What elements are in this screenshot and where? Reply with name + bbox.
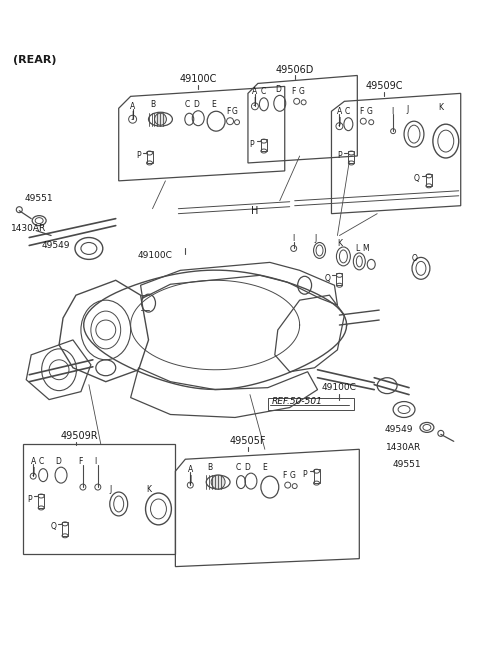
- Text: E: E: [263, 462, 267, 472]
- Text: P: P: [136, 151, 141, 160]
- Text: H: H: [251, 206, 259, 215]
- Text: Q: Q: [414, 174, 420, 183]
- Text: O: O: [412, 254, 418, 263]
- Bar: [146, 151, 153, 163]
- Bar: [62, 522, 68, 536]
- Text: J: J: [132, 111, 134, 120]
- Text: L: L: [355, 244, 360, 253]
- Text: A: A: [252, 87, 258, 96]
- Text: 49506D: 49506D: [276, 64, 314, 75]
- Text: E: E: [211, 100, 216, 109]
- Text: B: B: [150, 100, 155, 109]
- Text: Q: Q: [50, 522, 56, 531]
- Text: G: G: [366, 107, 372, 116]
- Text: K: K: [337, 239, 342, 248]
- Text: A: A: [130, 102, 135, 111]
- Text: 1430AR: 1430AR: [386, 443, 421, 452]
- Text: M: M: [362, 244, 369, 253]
- Text: P: P: [337, 151, 342, 160]
- Circle shape: [211, 475, 225, 489]
- Text: D: D: [193, 100, 199, 109]
- Text: J: J: [314, 234, 317, 243]
- Text: P: P: [27, 495, 32, 504]
- Bar: [38, 494, 44, 508]
- Text: P: P: [302, 470, 307, 479]
- Text: C: C: [235, 462, 240, 472]
- Text: I: I: [95, 457, 97, 466]
- Text: F: F: [283, 471, 287, 479]
- Circle shape: [155, 113, 167, 125]
- Text: (REAR): (REAR): [13, 54, 57, 65]
- Text: J: J: [406, 105, 408, 114]
- Text: D: D: [244, 462, 250, 472]
- Text: B: B: [208, 462, 213, 472]
- Text: C: C: [260, 87, 265, 96]
- Text: F: F: [291, 87, 296, 96]
- Text: Q: Q: [324, 274, 330, 283]
- Text: A: A: [337, 107, 342, 116]
- Text: I: I: [293, 234, 295, 243]
- Text: 49505F: 49505F: [230, 436, 266, 446]
- Text: F: F: [79, 457, 83, 466]
- Text: C: C: [345, 107, 350, 116]
- Text: I: I: [391, 107, 393, 116]
- Text: K: K: [146, 485, 151, 494]
- Text: F: F: [226, 107, 230, 116]
- Text: J: J: [254, 97, 256, 106]
- Bar: [426, 174, 432, 186]
- Text: 49549: 49549: [385, 425, 413, 434]
- Text: F: F: [359, 107, 363, 116]
- Bar: [261, 139, 267, 151]
- Text: REF.50-501: REF.50-501: [272, 397, 323, 406]
- Text: J: J: [338, 117, 340, 126]
- Text: 49100C: 49100C: [322, 383, 357, 392]
- Text: 49100C: 49100C: [138, 251, 173, 260]
- Text: A: A: [31, 457, 36, 466]
- Text: 49551: 49551: [25, 195, 53, 203]
- Text: G: G: [232, 107, 238, 116]
- Text: 1430AR: 1430AR: [12, 224, 47, 233]
- Text: D: D: [55, 457, 61, 466]
- Text: 49551: 49551: [393, 460, 421, 469]
- Text: C: C: [185, 100, 190, 109]
- Bar: [348, 151, 354, 163]
- Text: J: J: [189, 475, 192, 483]
- Text: 49509C: 49509C: [365, 81, 403, 92]
- Bar: [268, 398, 354, 409]
- Text: C: C: [38, 457, 44, 466]
- Text: P: P: [250, 140, 254, 149]
- Text: G: G: [299, 87, 305, 96]
- Text: G: G: [290, 471, 296, 479]
- Bar: [313, 469, 320, 483]
- Text: K: K: [438, 103, 444, 112]
- Text: 49549: 49549: [42, 241, 71, 250]
- Text: A: A: [188, 464, 193, 474]
- Text: D: D: [275, 85, 281, 94]
- Bar: [336, 273, 342, 285]
- Text: J: J: [109, 485, 112, 494]
- Text: 49509R: 49509R: [61, 432, 99, 441]
- Text: 49100C: 49100C: [180, 75, 217, 84]
- Text: J: J: [32, 466, 35, 476]
